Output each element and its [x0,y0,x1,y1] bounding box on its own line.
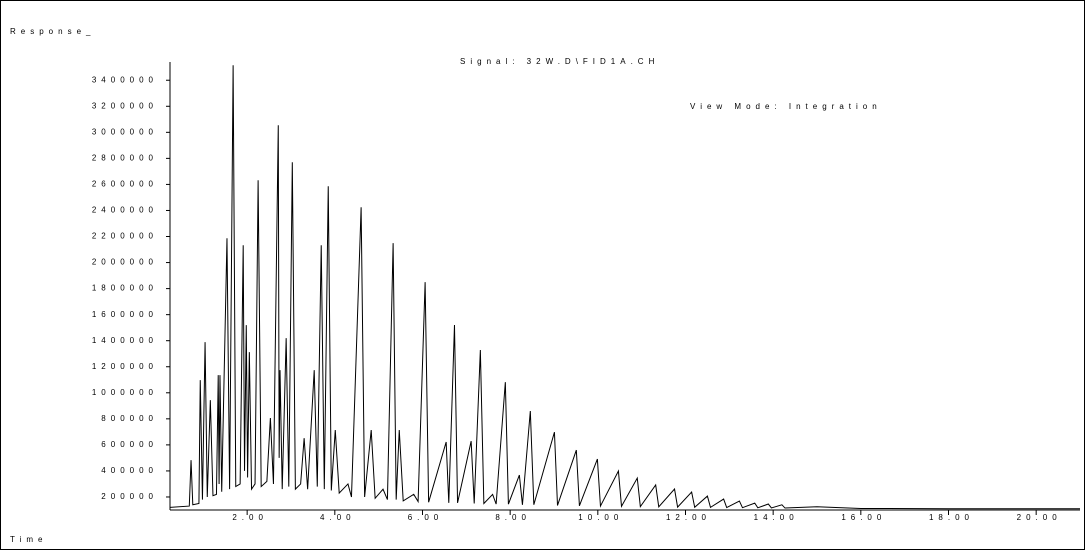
x-tick-label: 14.00 [754,513,799,522]
x-tick-label: 2.00 [232,513,268,522]
chart-subtitle: View Mode: Integration [690,102,882,111]
y-tick-label: 600000 [101,440,158,449]
y-tick-label: 1200000 [92,362,158,371]
x-tick-label: 18.00 [929,513,974,522]
frame [1,1,1085,550]
y-tick-label: 3000000 [92,127,158,136]
y-tick-label: 2600000 [92,180,158,189]
x-tick-label: 20.00 [1017,513,1062,522]
y-tick-label: 2400000 [92,206,158,215]
y-tick-label: 200000 [101,492,158,501]
x-tick-label: 8.00 [495,513,531,522]
x-tick-label: 10.00 [578,513,623,522]
y-tick-label: 1400000 [92,336,158,345]
trace [170,65,1080,508]
x-axis-label: Time [10,535,47,544]
y-tick-label: 3200000 [92,101,158,110]
y-tick-label: 3400000 [92,75,158,84]
y-tick-label: 2000000 [92,258,158,267]
x-tick-label: 4.00 [320,513,356,522]
x-tick-label: 6.00 [408,513,444,522]
x-tick-label: 16.00 [841,513,886,522]
y-tick-label: 1800000 [92,284,158,293]
y-tick-label: 800000 [101,414,158,423]
y-tick-label: 400000 [101,466,158,475]
chart: Response_ Signal: 32W.D\FID1A.CH View Mo… [0,0,1085,550]
y-axis-label: Response_ [10,27,95,36]
x-tick-label: 12.00 [666,513,711,522]
y-tick-label: 2200000 [92,232,158,241]
chart-title: Signal: 32W.D\FID1A.CH [460,57,659,66]
y-tick-label: 1600000 [92,310,158,319]
y-tick-label: 2800000 [92,153,158,162]
y-tick-label: 1000000 [92,388,158,397]
